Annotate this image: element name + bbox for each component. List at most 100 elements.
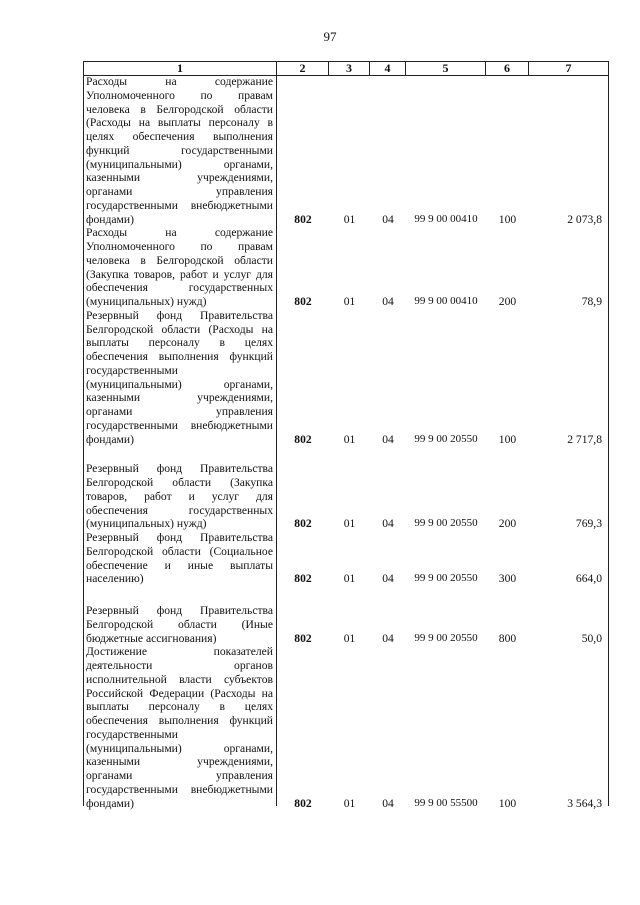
description-line: государственными — [86, 727, 178, 741]
description-line: (муниципальными) органами, — [86, 157, 273, 171]
description-line: деятельности органов — [86, 659, 273, 672]
description-line: функций государственными — [86, 143, 273, 157]
cell-c5: 99 9 00 00410 — [414, 295, 478, 307]
table-header: 1 2 3 4 5 6 7 — [84, 61, 608, 76]
budget-table: 1 2 3 4 5 6 7 Расходы на содержание Уполн… — [83, 61, 609, 810]
cell-c3: 01 — [343, 572, 356, 586]
description-line: населению) — [86, 572, 144, 586]
header-col-1: 1 — [84, 62, 277, 75]
description-line: Резервный фонд Правительства — [86, 462, 273, 476]
description-line: государственными — [86, 363, 178, 377]
description-line: товаров, работ и услуг для — [86, 489, 273, 503]
cell-c6: 100 — [498, 432, 517, 446]
description-line: исполнительной власти субъектов — [86, 672, 273, 686]
description-line: государственными внебюджетными — [86, 198, 273, 212]
description-line: обеспечения государственных — [86, 503, 273, 517]
cell-c6: 100 — [498, 796, 517, 810]
cell-c6: 200 — [498, 295, 517, 308]
cell-c4: 04 — [382, 432, 394, 446]
cell-c3: 01 — [343, 212, 356, 226]
description-line: выплаты персоналу в целях — [86, 336, 273, 350]
cell-c7: 664,0 — [575, 572, 602, 586]
cell-c6: 200 — [498, 517, 517, 531]
table-row: Достижение показателей деятельности орган… — [84, 645, 608, 810]
description-line: обеспечения государственных — [86, 281, 273, 295]
description-line: Белгородской области (Иные — [86, 617, 273, 631]
table-row: Резервный фонд Правительства Белгородской… — [84, 531, 608, 586]
cell-c4: 04 — [382, 517, 394, 531]
row-description: Резервный фонд Правительства Белгородской… — [84, 531, 277, 586]
header-col-6: 6 — [486, 62, 529, 75]
header-col-2: 2 — [277, 62, 329, 75]
description-line: бюджетные ассигнования) — [86, 631, 217, 645]
table-row: Расходы на содержание Уполномоченного по … — [84, 226, 608, 309]
page-number: 97 — [323, 29, 337, 44]
description-line: Расходы на содержание — [86, 226, 273, 240]
description-line: (муниципальными) органами, — [86, 377, 273, 391]
cell-c6: 300 — [498, 572, 517, 586]
description-line: целях обеспечения выполнения — [86, 130, 273, 143]
description-line: человека в Белгородской области — [86, 253, 273, 267]
cell-c6: 100 — [498, 212, 517, 226]
cell-c2: 802 — [294, 517, 312, 531]
description-line: Достижение показателей — [86, 645, 273, 659]
header-col-4: 4 — [370, 62, 406, 75]
cell-c5: 99 9 00 20550 — [414, 572, 478, 585]
description-line: выплаты персоналу в целях — [86, 700, 273, 714]
cell-c2: 802 — [294, 295, 312, 308]
header-col-3: 3 — [329, 62, 370, 75]
description-line: обеспечения выполнения функций — [86, 714, 273, 727]
cell-c3: 01 — [343, 295, 356, 308]
description-line: человека в Белгородской области — [86, 102, 273, 116]
row-description: Расходы на содержание Уполномоченного по … — [84, 75, 277, 226]
cell-c3: 01 — [343, 631, 356, 645]
cell-c4: 04 — [382, 796, 394, 810]
description-line: обеспечения выполнения функций — [86, 350, 273, 363]
description-line: (Расходы на выплаты персоналу в — [86, 116, 273, 130]
header-col-7: 7 — [565, 61, 572, 75]
description-line: Резервный фонд Правительства — [86, 604, 273, 617]
cell-c5: 99 9 00 20550 — [414, 631, 478, 644]
cell-c2: 802 — [294, 796, 312, 810]
row-description: Резервный фонд Правительства Белгородской… — [84, 604, 277, 645]
description-line: Белгородской области (Расходы на — [86, 322, 273, 336]
cell-c5: 99 9 00 20550 — [414, 432, 478, 445]
cell-c7: 78,9 — [581, 295, 602, 308]
row-description: Резервный фонд Правительства Белгородской… — [84, 309, 277, 447]
cell-c6: 800 — [498, 631, 517, 645]
table-row: Резервный фонд Правительства Белгородской… — [84, 309, 608, 447]
description-line: казенными учреждениями, — [86, 755, 273, 769]
description-line: Резервный фонд Правительства — [86, 308, 273, 322]
description-line: (Закупка товаров, работ и услуг для — [86, 267, 273, 281]
cell-c3: 01 — [343, 432, 356, 446]
description-line: Белгородской области (Закупка — [86, 476, 273, 489]
description-line: фондами) — [86, 796, 134, 810]
cell-c4: 04 — [382, 631, 394, 645]
description-line: казенными учреждениями, — [86, 171, 273, 185]
cell-c3: 01 — [343, 796, 356, 810]
cell-c2: 802 — [294, 631, 312, 645]
cell-c7: 769,3 — [575, 517, 602, 531]
description-line: Уполномоченного по правам — [86, 88, 273, 102]
description-line: Уполномоченного по правам — [86, 240, 273, 253]
cell-c7: 2 717,8 — [567, 432, 602, 446]
cell-c4: 04 — [382, 295, 394, 308]
header-col-5: 5 — [406, 62, 486, 75]
cell-c7: 3 564,3 — [567, 796, 602, 810]
table-body: Расходы на содержание Уполномоченного по … — [84, 75, 608, 810]
cell-c5: 99 9 00 55500 — [414, 796, 478, 809]
description-line: органами управления — [86, 769, 273, 782]
description-line: Российской Федерации (Расходы на — [86, 686, 273, 700]
cell-c4: 04 — [382, 572, 394, 586]
description-line: (муниципальных) нужд) — [86, 295, 207, 308]
cell-c5: 99 9 00 00410 — [414, 212, 478, 225]
description-line: государственными внебюджетными — [86, 418, 273, 432]
description-line: обеспечение и иные выплаты — [86, 558, 273, 572]
table-row: Резервный фонд Правительства Белгородской… — [84, 586, 608, 645]
cell-c2: 802 — [294, 432, 312, 446]
description-line: фондами) — [86, 432, 134, 446]
description-line: органами управления — [86, 405, 273, 418]
cell-c7: 2 073,8 — [567, 212, 602, 226]
description-line: Резервный фонд Правительства — [86, 531, 273, 544]
row-description: Расходы на содержание Уполномоченного по … — [84, 226, 277, 309]
